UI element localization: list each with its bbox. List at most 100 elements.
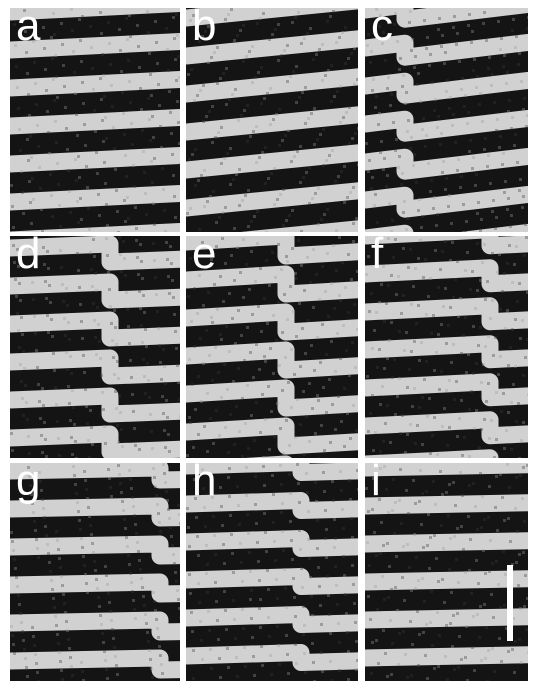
noise-speck	[239, 271, 242, 274]
lamella-stripe	[365, 646, 528, 667]
noise-speck	[478, 636, 481, 639]
noise-speck	[445, 90, 448, 93]
noise-speck	[108, 288, 111, 291]
noise-speck	[99, 614, 102, 617]
noise-speck	[250, 220, 253, 223]
noise-speck	[215, 221, 218, 224]
noise-speck	[29, 484, 32, 487]
noise-speck	[345, 111, 348, 114]
noise-speck	[344, 593, 347, 596]
noise-speck	[251, 636, 254, 639]
noise-speck	[508, 244, 511, 247]
noise-speck	[383, 598, 386, 601]
noise-speck	[504, 327, 507, 330]
noise-speck	[352, 186, 355, 189]
noise-speck	[495, 129, 498, 132]
noise-speck	[219, 77, 222, 80]
noise-speck	[144, 192, 147, 195]
noise-speck	[338, 294, 341, 297]
noise-speck	[440, 370, 443, 373]
noise-speck	[64, 106, 67, 109]
noise-speck	[312, 661, 315, 664]
noise-speck	[375, 264, 378, 267]
noise-speck	[434, 249, 437, 252]
noise-speck	[299, 365, 302, 368]
noise-speck	[433, 534, 436, 537]
noise-speck	[317, 457, 320, 458]
noise-speck	[468, 150, 471, 153]
noise-speck	[221, 211, 224, 214]
noise-speck	[149, 413, 152, 416]
noise-speck	[166, 416, 169, 419]
noise-speck	[60, 22, 63, 25]
noise-speck	[137, 550, 140, 553]
noise-speck	[47, 552, 50, 555]
noise-speck	[57, 183, 60, 186]
noise-speck	[216, 619, 219, 622]
noise-speck	[227, 13, 230, 16]
noise-speck	[166, 499, 169, 502]
noise-speck	[151, 181, 154, 184]
noise-speck	[126, 545, 129, 548]
noise-speck	[459, 471, 462, 474]
noise-speck	[511, 281, 514, 284]
noise-speck	[18, 346, 21, 349]
noise-speck	[282, 452, 285, 455]
noise-speck	[100, 623, 103, 626]
noise-speck	[228, 495, 231, 498]
noise-speck	[152, 591, 155, 594]
panel-i-image	[365, 463, 528, 681]
noise-speck	[285, 634, 288, 637]
noise-speck	[316, 336, 319, 339]
noise-speck	[472, 372, 475, 375]
noise-speck	[79, 197, 82, 200]
noise-speck	[42, 246, 45, 249]
noise-speck	[303, 453, 306, 456]
noise-speck	[41, 387, 44, 390]
noise-speck	[59, 249, 62, 252]
noise-speck	[82, 555, 85, 558]
noise-speck	[123, 518, 126, 521]
noise-speck	[165, 490, 168, 493]
noise-speck	[244, 422, 247, 425]
noise-speck	[296, 150, 299, 153]
noise-speck	[56, 162, 59, 165]
noise-speck	[254, 503, 257, 506]
noise-speck	[311, 642, 314, 645]
noise-speck	[263, 97, 266, 100]
noise-speck	[333, 307, 336, 310]
noise-speck	[237, 504, 240, 507]
noise-speck	[460, 352, 463, 355]
noise-speck	[390, 230, 393, 232]
noise-speck	[322, 386, 325, 389]
noise-speck	[114, 655, 117, 658]
noise-speck	[210, 667, 213, 670]
noise-speck	[76, 200, 79, 203]
noise-speck	[509, 225, 512, 228]
noise-speck	[280, 268, 283, 271]
noise-speck	[381, 42, 384, 45]
noise-speck	[245, 55, 248, 58]
noise-speck	[471, 270, 474, 273]
noise-speck	[249, 598, 252, 601]
noise-speck	[81, 81, 84, 84]
noise-speck	[337, 395, 340, 398]
noise-speck	[468, 408, 471, 411]
noise-speck	[501, 496, 504, 499]
noise-speck	[223, 363, 226, 366]
noise-speck	[303, 37, 306, 40]
noise-speck	[198, 601, 201, 604]
noise-speck	[264, 146, 267, 149]
noise-speck	[371, 89, 374, 92]
noise-speck	[171, 153, 174, 156]
noise-speck	[449, 622, 452, 625]
noise-speck	[93, 109, 96, 112]
panel-h: h	[186, 463, 358, 681]
noise-speck	[160, 146, 163, 149]
noise-speck	[400, 522, 403, 525]
noise-speck	[27, 435, 30, 438]
noise-speck	[240, 114, 243, 117]
noise-speck	[514, 46, 517, 49]
noise-speck	[378, 498, 381, 501]
noise-speck	[129, 101, 132, 104]
